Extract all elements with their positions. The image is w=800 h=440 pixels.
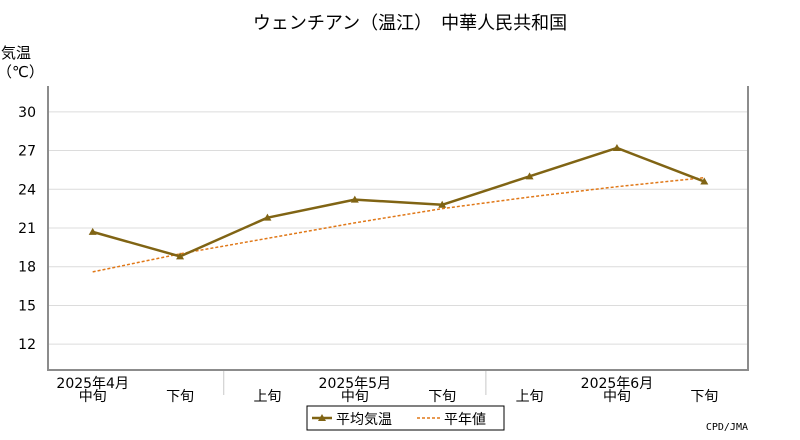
y-tick-label: 30 — [18, 105, 36, 121]
average-point — [612, 143, 621, 151]
x-tick-label: 中旬 — [79, 389, 107, 405]
legend-normal-label: 平年値 — [444, 412, 486, 428]
y-tick-label: 12 — [18, 337, 36, 353]
x-tick-label: 中旬 — [603, 389, 631, 405]
legend-box — [306, 405, 505, 431]
legend-avg-marker — [318, 414, 326, 421]
month-label: 2025年4月 — [56, 376, 129, 392]
y-tick-label: 21 — [18, 221, 36, 237]
average-series-line — [92, 146, 705, 258]
legend: 平均気温 平年値 — [306, 405, 505, 431]
y-tick-labels: 12 15 18 21 24 27 30 — [18, 105, 36, 353]
x-tick-labels: 中旬 下旬 上旬 中旬 下旬 上旬 中旬 下旬 2025年4月 2025年5月 2025年6月 — [56, 370, 718, 405]
series-layer — [88, 143, 709, 273]
y-axis-label: 気温 — [1, 44, 31, 62]
x-tick-label: 下旬 — [166, 389, 194, 405]
average-point — [350, 195, 359, 203]
average-point — [263, 213, 272, 221]
x-tick-label: 中旬 — [341, 389, 369, 405]
y-tick-label: 18 — [18, 260, 36, 276]
legend-avg-label: 平均気温 — [336, 412, 392, 428]
y-axis-unit: （℃） — [0, 63, 44, 81]
grid-lines — [49, 111, 748, 345]
average-point — [88, 227, 97, 235]
x-tick-label: 上旬 — [253, 389, 281, 405]
x-tick-label: 下旬 — [428, 389, 456, 405]
y-tick-label: 15 — [18, 298, 36, 314]
chart-title: ウェンチアン（温江） 中華人民共和国 — [253, 13, 567, 34]
x-tick-label: 上旬 — [516, 389, 544, 405]
y-tick-label: 27 — [18, 144, 36, 160]
credit-label: CPD/JMA — [706, 422, 748, 433]
x-tick-label: 下旬 — [690, 389, 718, 405]
average-point — [176, 252, 185, 260]
average-point — [438, 200, 447, 208]
normal-series-line — [92, 176, 705, 273]
average-point — [700, 177, 709, 185]
y-tick-label: 24 — [18, 182, 36, 198]
month-label: 2025年6月 — [581, 376, 654, 392]
average-point — [525, 172, 534, 180]
plot-frame — [47, 86, 749, 371]
month-label: 2025年5月 — [319, 376, 392, 392]
